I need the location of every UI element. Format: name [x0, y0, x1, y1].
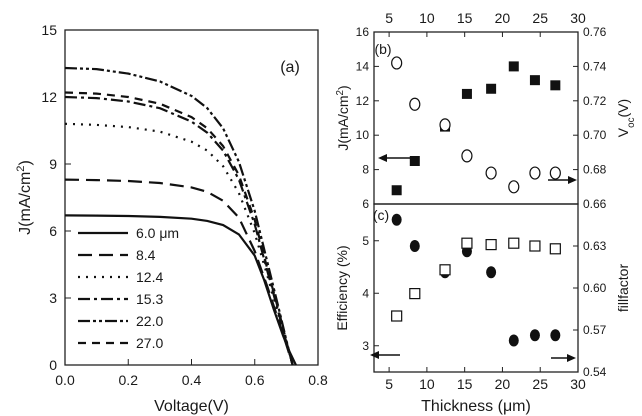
panel-a-ytick-label: 0 [49, 357, 57, 373]
panel-b-ytick-left-label: 16 [356, 25, 370, 39]
panel-b-xtick-label: 25 [532, 10, 548, 26]
panel-c-marker-efficiency [529, 329, 540, 342]
panel-b-ytick-right-label: 0.70 [583, 128, 607, 142]
panel-c-tag: (c) [373, 207, 389, 223]
panel-b-marker-j [529, 75, 540, 86]
panel-b-arrow-left-head [378, 154, 387, 162]
panel-c-marker-fillfactor [549, 243, 561, 255]
panel-c-marker-fillfactor [508, 237, 520, 249]
panel-c-marker-fillfactor [391, 310, 403, 322]
panel-b-xtick-label: 15 [457, 10, 473, 26]
panel-b-tag: (b) [374, 41, 391, 57]
panel-c-ytick-right-label: 0.60 [583, 281, 607, 295]
panel-b-marker-voc [409, 97, 421, 111]
panel-a-legend-label: 8.4 [136, 247, 156, 263]
panel-a-legend-label: 12.4 [136, 269, 163, 285]
panel-a-ytick-label: 6 [49, 223, 57, 239]
panel-c-marker-efficiency [486, 266, 497, 279]
panel-c-marker-fillfactor [461, 237, 473, 249]
panel-c-marker-efficiency [508, 334, 519, 347]
panel-c-ytick-left-label: 4 [362, 286, 369, 300]
panel-b-marker-j [409, 156, 420, 166]
panel-b-ytick-right-label: 0.74 [583, 59, 607, 73]
panel-b-xtick-label: 10 [419, 10, 435, 26]
panel-b-marker-voc [508, 180, 520, 194]
panel-c-xtick-label: 10 [419, 376, 435, 392]
panel-b-marker-voc [439, 118, 451, 132]
panel-b-ytick-right-label: 0.66 [583, 197, 607, 211]
panel-c-xtick-label: 20 [495, 376, 511, 392]
panel-b-ytick-left-label: 14 [356, 59, 370, 73]
panel-c-marker-efficiency [550, 329, 561, 342]
panel-c-ylabel-right: fillfactor [615, 264, 631, 313]
panel-b-marker-voc [529, 166, 541, 180]
panel-c-marker-fillfactor [409, 288, 421, 300]
panel-c-marker-fillfactor [439, 264, 451, 276]
panel-a-tag: (a) [280, 59, 300, 76]
panel-a-legend-label: 15.3 [136, 291, 163, 307]
panel-b-ytick-left-label: 10 [356, 128, 370, 142]
panel-b-xtick-label: 5 [385, 10, 393, 26]
panel-c-ytick-right-label: 0.54 [583, 365, 607, 379]
panel-a-xtick-label: 0.0 [55, 372, 75, 388]
panel-c-xtick-label: 30 [570, 376, 586, 392]
panel-c-marker-efficiency [391, 213, 402, 226]
panel-a-ytick-label: 15 [41, 22, 57, 38]
panel-a-xtick-label: 0.8 [308, 372, 328, 388]
panel-c-frame [373, 203, 579, 373]
panel-c-marker-efficiency [409, 240, 420, 252]
panel-c-ytick-left-label: 3 [362, 339, 369, 353]
panel-a-series-line [64, 91, 294, 366]
panel-a-ytick-label: 9 [49, 156, 57, 172]
panel-a-legend-label: 6.0 μm [136, 225, 179, 241]
panel-b-xtick-label: 30 [570, 10, 586, 26]
panel-b-ytick-right-label: 0.76 [583, 25, 607, 39]
panel-b-marker-j [508, 61, 519, 72]
panel-b-frame [373, 31, 579, 205]
panel-c-marker-fillfactor [529, 240, 541, 252]
panel-b-marker-j [550, 80, 561, 91]
panel-b-marker-j [391, 185, 402, 196]
panel-c-xtick-label: 5 [385, 376, 393, 392]
panel-b-marker-j [461, 88, 472, 99]
panel-b-ytick-left-label: 12 [356, 94, 370, 108]
panel-b-ytick-right-label: 0.68 [583, 163, 607, 177]
panel-b-ytick-left-label: 8 [362, 163, 369, 177]
panel-b-marker-voc [549, 166, 561, 180]
panel-b-arrow-right-head [568, 176, 577, 184]
panel-b-ytick-right-label: 0.72 [583, 94, 607, 108]
panel-b-ylabel-left: J(mA/cm2) [335, 85, 352, 150]
panel-c-ytick-left-label: 5 [362, 234, 369, 248]
panel-a-ytick-label: 12 [41, 89, 57, 105]
panel-a-legend-label: 27.0 [136, 335, 163, 351]
panel-a-xlabel: Voltage(V) [154, 398, 229, 415]
panel-c-marker-fillfactor [485, 239, 497, 251]
panel-c-ylabel-left: Efficiency (%) [334, 245, 350, 330]
panel-a-xtick-label: 0.4 [182, 372, 202, 388]
panel-a-xtick-label: 0.6 [245, 372, 265, 388]
panel-c-arrow-left-head [370, 351, 379, 359]
panel-c-xtick-label: 25 [532, 376, 548, 392]
panel-a-xtick-label: 0.2 [119, 372, 139, 388]
panel-b-marker-j [486, 83, 497, 94]
panel-b-marker-voc [485, 166, 497, 180]
panel-b-marker-voc [391, 56, 403, 70]
panel-c-ytick-right-label: 0.63 [583, 239, 607, 253]
panel-a-ylabel: J(mA/cm2) [15, 160, 34, 235]
panel-a-series-line [64, 66, 294, 366]
panel-c-arrow-right-head [567, 354, 576, 362]
panel-b-ylabel-right: Voc(V) [615, 99, 637, 137]
panel-b-marker-voc [461, 149, 473, 163]
panel-c-xtick-label: 15 [457, 376, 473, 392]
panel-c-xlabel: Thickness (μm) [421, 398, 531, 415]
panel-a-legend-label: 22.0 [136, 313, 163, 329]
panel-a-ytick-label: 3 [49, 290, 57, 306]
panel-c-ytick-right-label: 0.57 [583, 323, 607, 337]
panel-a-series-line [64, 122, 294, 366]
panel-a-series-line [64, 178, 294, 366]
panel-b-xtick-label: 20 [495, 10, 511, 26]
panel-b-ytick-left-label: 6 [362, 197, 369, 211]
